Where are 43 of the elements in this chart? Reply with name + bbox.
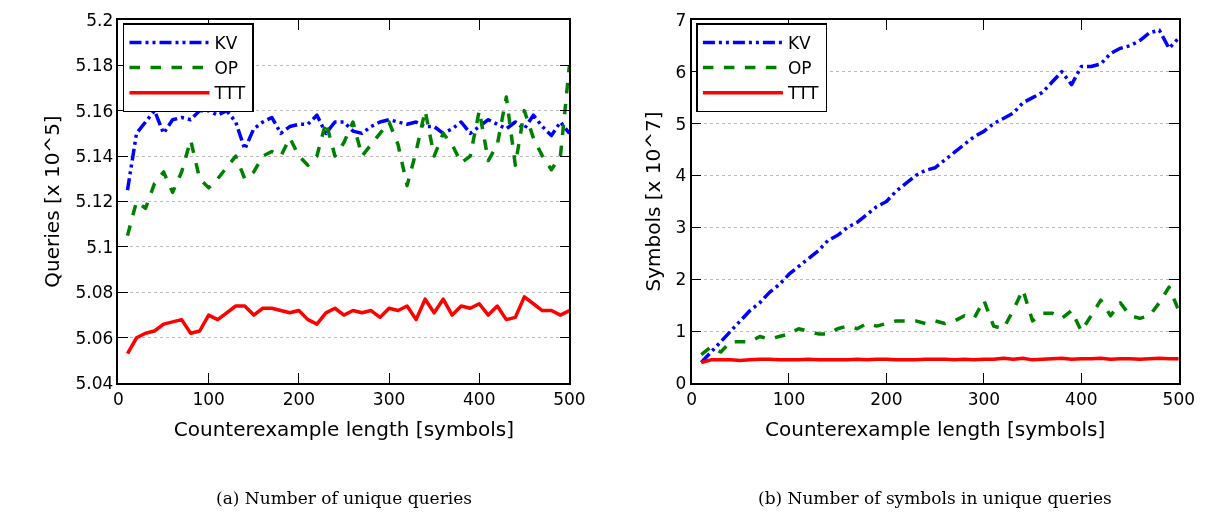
line-series <box>699 28 1179 365</box>
x-tick-label: 300 <box>372 389 406 410</box>
y-tick-label: 3 <box>675 217 687 238</box>
y-tick-label: 5.18 <box>75 55 114 76</box>
x-tick-label: 100 <box>772 389 806 410</box>
y-tick-label: 6 <box>675 61 687 82</box>
y-axis-title: Symbols [x 10^7] <box>640 111 665 292</box>
line-series <box>125 295 570 356</box>
y-tick-label: 5.04 <box>75 373 114 394</box>
x-tick-label: 400 <box>1065 389 1098 410</box>
legend-label: KV <box>787 33 812 54</box>
y-tick-label: 5.06 <box>75 327 114 348</box>
y-tick-label: 5.2 <box>86 9 114 30</box>
x-axis-title: Counterexample length [symbols] <box>765 417 1106 442</box>
legend-label: OP <box>787 58 812 79</box>
y-tick-label: 0 <box>675 373 687 394</box>
line-series <box>125 63 570 238</box>
legend-label: KV <box>214 33 238 54</box>
x-tick-label: 500 <box>553 389 586 410</box>
legend-label: TTT <box>213 83 246 104</box>
y-tick-label: 5.1 <box>86 236 114 257</box>
x-axis-title: Counterexample length [symbols] <box>173 417 515 442</box>
y-tick-label: 5.14 <box>75 146 114 167</box>
y-tick-label: 2 <box>675 269 687 290</box>
x-tick-label: 300 <box>967 389 1001 410</box>
y-tick-label: 4 <box>675 165 687 186</box>
x-tick-label: 500 <box>1162 389 1195 410</box>
line-series <box>699 285 1179 357</box>
y-tick-label: 5.08 <box>75 282 114 303</box>
x-tick-label: 200 <box>870 389 903 410</box>
y-tick-label: 5.12 <box>75 191 114 212</box>
y-tick-label: 5 <box>675 113 687 134</box>
y-tick-label: 7 <box>675 9 687 30</box>
x-tick-label: 100 <box>192 389 225 410</box>
y-axis-title: Queries [x 10^5] <box>40 115 65 288</box>
x-tick-label: 400 <box>463 389 496 410</box>
legend-label: OP <box>214 58 239 79</box>
legend-label: TTT <box>786 83 820 104</box>
text: (b) Number of symbols in unique queries <box>758 488 1112 508</box>
y-tick-label: 1 <box>675 321 687 342</box>
x-tick-label: 200 <box>282 389 316 410</box>
y-tick-label: 5.16 <box>75 100 114 121</box>
text: (a) Number of unique queries <box>216 488 473 508</box>
